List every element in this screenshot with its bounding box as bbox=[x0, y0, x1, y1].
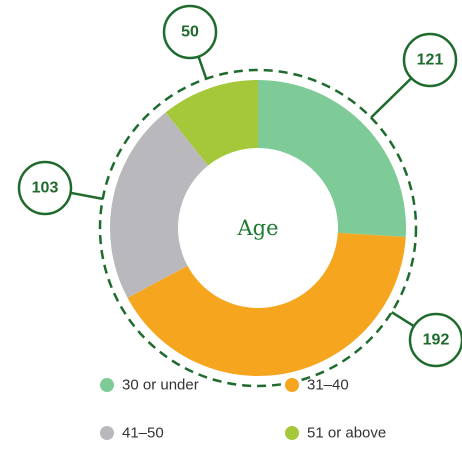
data-label: 50 bbox=[181, 24, 199, 41]
label-bubble bbox=[17, 160, 73, 216]
legend-label: 51 or above bbox=[307, 425, 386, 442]
legend-swatch bbox=[100, 426, 114, 440]
connector bbox=[197, 56, 208, 80]
dashed-ring bbox=[98, 68, 418, 388]
slice bbox=[127, 232, 406, 376]
legend-swatch bbox=[100, 378, 114, 392]
connector bbox=[70, 191, 103, 201]
label-bubble bbox=[162, 4, 218, 60]
center-title: Age bbox=[236, 216, 278, 240]
legend-swatch bbox=[285, 426, 299, 440]
legend-label: 30 or under bbox=[122, 377, 199, 394]
legend-label: 31–40 bbox=[307, 377, 349, 394]
legend-swatch bbox=[285, 378, 299, 392]
slice bbox=[258, 80, 406, 237]
legend-label: 41–50 bbox=[122, 425, 164, 442]
data-label: 103 bbox=[32, 180, 59, 197]
slice bbox=[165, 80, 258, 166]
connector bbox=[370, 77, 413, 119]
connector bbox=[391, 311, 415, 328]
data-label: 121 bbox=[417, 52, 444, 69]
label-bubble bbox=[408, 312, 462, 368]
label-bubble bbox=[402, 32, 458, 88]
slices bbox=[110, 80, 406, 376]
slice bbox=[110, 112, 209, 298]
data-label: 192 bbox=[423, 332, 450, 349]
